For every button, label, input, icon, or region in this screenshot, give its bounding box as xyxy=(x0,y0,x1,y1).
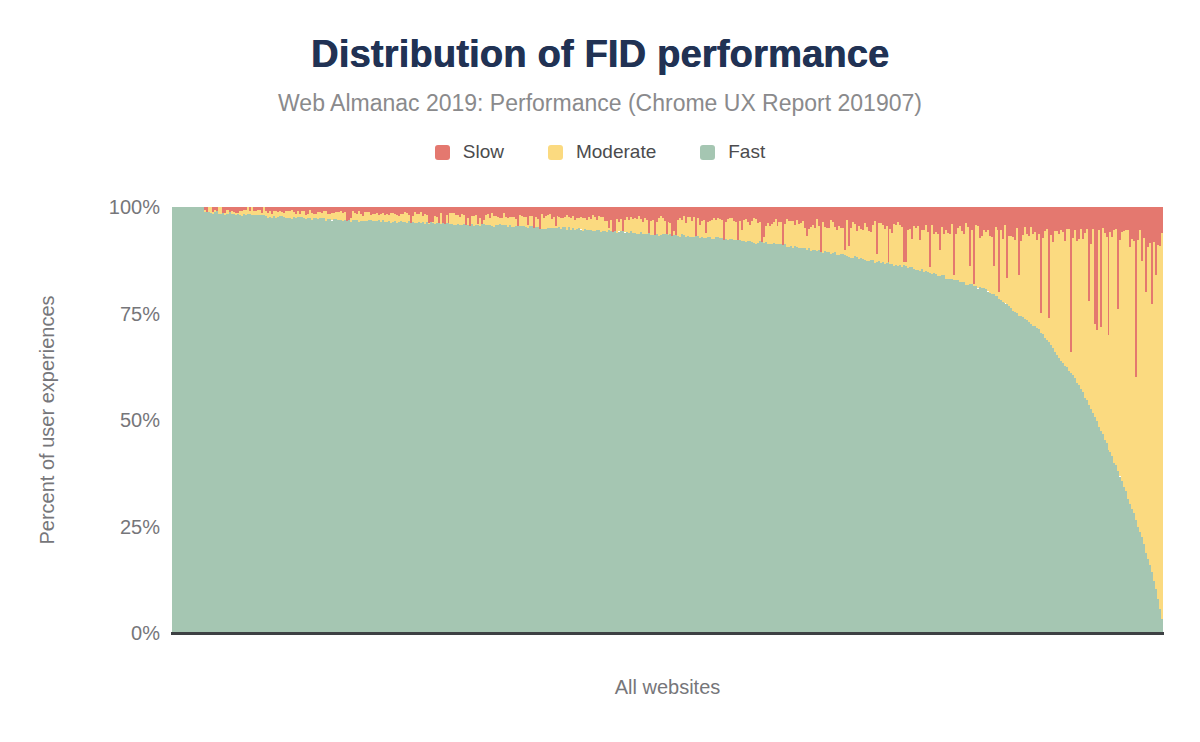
chart-subtitle: Web Almanac 2019: Performance (Chrome UX… xyxy=(0,90,1200,117)
y-tick-100: 100% xyxy=(0,197,160,217)
plot-area xyxy=(172,207,1163,633)
legend-label-fast: Fast xyxy=(728,141,765,163)
legend-swatch-moderate-icon xyxy=(548,145,563,160)
y-tick-25: 25% xyxy=(0,517,160,537)
x-axis-label: All websites xyxy=(172,676,1163,699)
y-tick-0: 0% xyxy=(0,623,160,643)
x-axis-line xyxy=(171,632,1164,635)
chart-canvas: Distribution of FID performance Web Alma… xyxy=(0,0,1200,742)
legend: Slow Moderate Fast xyxy=(0,141,1200,163)
y-tick-75: 75% xyxy=(0,304,160,324)
y-tick-50: 50% xyxy=(0,410,160,430)
legend-label-slow: Slow xyxy=(463,141,504,163)
legend-item-fast: Fast xyxy=(700,141,765,163)
stacked-bars-svg xyxy=(172,207,1163,633)
legend-item-slow: Slow xyxy=(435,141,504,163)
legend-label-moderate: Moderate xyxy=(576,141,656,163)
legend-item-moderate: Moderate xyxy=(548,141,656,163)
legend-swatch-slow-icon xyxy=(435,145,450,160)
chart-title: Distribution of FID performance xyxy=(0,33,1200,76)
legend-swatch-fast-icon xyxy=(700,145,715,160)
